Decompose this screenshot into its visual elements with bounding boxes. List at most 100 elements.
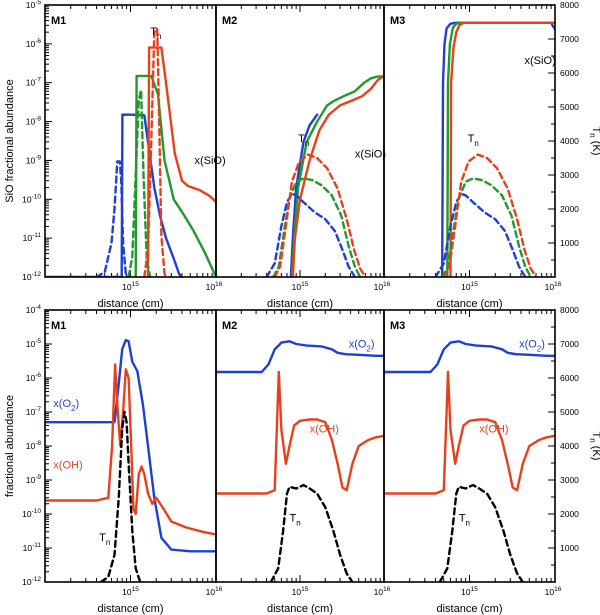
series-line-sio-low-speed <box>289 113 319 277</box>
series-line-sio-high-speed <box>291 74 384 277</box>
curve-label: x(SiO) <box>355 148 386 160</box>
y-right-tick-label: 2000 <box>560 204 579 214</box>
x-axis-label: distance (cm) <box>97 603 163 615</box>
series-line-oh <box>216 370 384 495</box>
curve-label: x(OH) <box>53 459 82 471</box>
curve-label: x(SiO) <box>525 55 556 67</box>
panel-frame <box>44 4 217 278</box>
y-left-tick-label: 10-12 <box>22 576 41 587</box>
x-axis-label: distance (cm) <box>436 298 502 310</box>
x-tick-label: 1015 <box>122 586 139 597</box>
x-tick-label: 1016 <box>545 281 562 292</box>
panel-label: M1 <box>51 320 66 332</box>
y-axis-label-right: Tn (K) <box>588 432 600 461</box>
y-left-tick-label: 10-7 <box>26 406 42 417</box>
y-right-tick-label: 1000 <box>560 543 579 553</box>
panel-top-M2: M2 Tn x(SiO) <box>215 4 386 278</box>
series-line-sio-mid-speed <box>134 74 216 277</box>
panel-label: M2 <box>222 320 237 332</box>
x-axis-label: distance (cm) <box>267 603 333 615</box>
y-left-tick-label: 10-12 <box>22 271 41 282</box>
y-left-tick-label: 10-8 <box>26 116 42 127</box>
series-line-sio-high-speed <box>146 46 216 277</box>
series-line-sio-high-speed <box>449 21 555 277</box>
y-left-tick-label: 10-5 <box>26 0 42 10</box>
y-right-tick-label: 4000 <box>560 441 579 451</box>
series-line-tn-low-speed <box>265 192 357 277</box>
x-tick-label: 1015 <box>461 281 478 292</box>
panel-bottom-M3: M3 x(O2) x(OH) Tn <box>383 309 556 583</box>
series-line-tn-low-speed <box>95 160 130 277</box>
x-axis-label: distance (cm) <box>436 603 502 615</box>
y-right-tick-label: 6000 <box>560 373 579 383</box>
curve-label: Tn <box>290 513 301 528</box>
y-left-tick-label: 10-10 <box>22 193 41 204</box>
y-right-tick-label: 3000 <box>560 475 579 485</box>
panel-top-M3: M3 Tn x(SiO) <box>383 4 556 278</box>
y-left-tick-label: 10-10 <box>22 508 41 519</box>
series-line-o2 <box>384 340 555 374</box>
series-line-sio-mid-speed <box>446 21 555 277</box>
y-right-tick-label: 3000 <box>560 170 579 180</box>
y-left-tick-label: 10-5 <box>26 338 42 349</box>
panel-label: M3 <box>390 320 405 332</box>
y-left-tick-label: 10-6 <box>26 38 42 49</box>
series-line-tn-mid-speed <box>272 177 362 277</box>
curve-label: x(O2) <box>53 398 79 413</box>
x-axis-label: distance (cm) <box>267 298 333 310</box>
panel-frame <box>383 4 556 278</box>
x-tick-label: 1015 <box>461 586 478 597</box>
x-tick-label: 1016 <box>206 586 223 597</box>
x-tick-label: 1016 <box>374 586 391 597</box>
series-line-tn <box>99 410 142 582</box>
y-right-tick-label: 4000 <box>560 136 579 146</box>
panel-label: M2 <box>222 15 237 27</box>
y-left-tick-label: 10-9 <box>26 474 42 485</box>
curve-label: Tn <box>459 513 470 528</box>
series-line-tn-mid-speed <box>441 177 532 277</box>
series-line-o2 <box>216 340 384 374</box>
curve-label: x(OH) <box>479 423 508 435</box>
y-right-tick-label: 2000 <box>560 509 579 519</box>
y-right-tick-label: 1000 <box>560 238 579 248</box>
y-axis-label-left: fractional abundance <box>4 395 16 497</box>
y-right-tick-label: 5000 <box>560 407 579 417</box>
x-tick-label: 1016 <box>545 586 562 597</box>
y-left-tick-label: 10-4 <box>26 304 42 315</box>
series-line-tn-low-speed <box>434 192 527 277</box>
series-line-sio-mid-speed <box>290 75 384 277</box>
x-tick-label: 1015 <box>292 281 309 292</box>
y-right-tick-label: 7000 <box>560 339 579 349</box>
y-right-tick-label: 8000 <box>560 305 579 315</box>
series-line-oh <box>384 370 555 495</box>
curve-label: x(O2) <box>519 338 545 353</box>
curve-label: Tn <box>99 532 110 547</box>
panel-bottom-M1: M1 x(O2) x(OH) Tn <box>44 309 217 583</box>
x-axis-label: distance (cm) <box>97 298 163 310</box>
y-right-tick-label: 8000 <box>560 0 579 10</box>
y-right-tick-label: 7000 <box>560 34 579 44</box>
series-line-tn <box>438 483 524 582</box>
y-left-tick-label: 10-9 <box>26 154 42 165</box>
curve-label: x(OH) <box>310 423 339 435</box>
panel-bottom-M2: M2 x(O2) x(OH) Tn <box>215 309 385 583</box>
y-right-tick-label: 5000 <box>560 102 579 112</box>
panel-top-M1: M1 Tn x(SiO) <box>44 4 226 278</box>
y-left-tick-label: 10-6 <box>26 372 42 383</box>
series-line-sio-low-speed <box>441 21 555 277</box>
series-line-tn-mid-speed <box>127 88 152 277</box>
curve-label: x(O2) <box>349 338 375 353</box>
y-left-tick-label: 10-11 <box>23 232 42 243</box>
panel-frame <box>383 309 556 583</box>
series-line-tn <box>269 483 354 582</box>
series-line-tn-high-speed <box>143 27 168 277</box>
y-left-tick-label: 10-7 <box>26 77 42 88</box>
x-tick-label: 1016 <box>206 281 223 292</box>
panel-label: M1 <box>51 15 66 27</box>
x-tick-label: 1015 <box>122 281 139 292</box>
y-axis-label-right: Tn (K) <box>588 127 600 156</box>
curve-label: Tn <box>150 26 161 41</box>
y-axis-label-left: SiO fractional abundance <box>4 79 16 203</box>
curve-label: Tn <box>468 133 479 148</box>
